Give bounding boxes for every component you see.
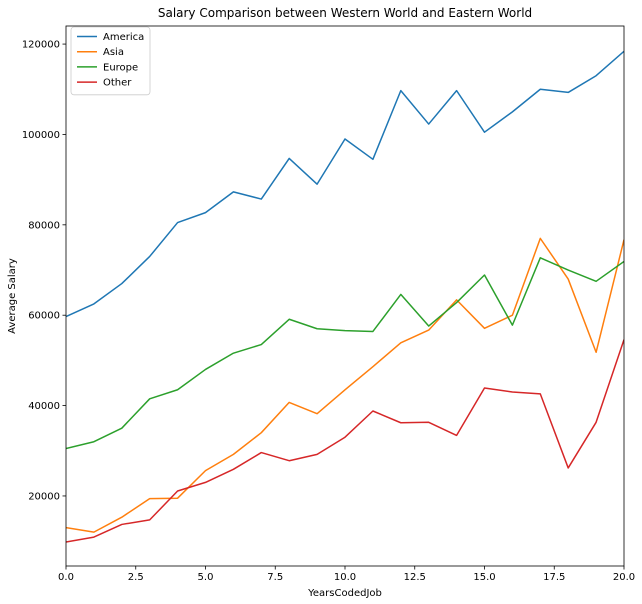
plot-area: 0.0 2.5 5.0 7.5 10.0 12.5 15.0 17.5 20.0 20000 400… [22, 25, 635, 583]
series-line-europe [66, 257, 624, 450]
x-tick-label: 0.0 [58, 572, 74, 583]
legend-label-america: America [103, 32, 144, 43]
x-axis-title: YearsCodedJob [307, 588, 382, 599]
legend-label-other: Other [103, 78, 132, 89]
y-axis-title: Average Salary [7, 258, 18, 334]
legend-box [70, 26, 151, 96]
y-tick-label: 20000 [28, 491, 60, 502]
plot-frame [65, 25, 625, 567]
legend: America Asia Europe Other [70, 26, 151, 96]
legend-label-europe: Europe [103, 62, 138, 73]
y-tick-label: 40000 [28, 401, 60, 412]
x-tick-label: 10.0 [334, 572, 356, 583]
legend-label-asia: Asia [103, 47, 124, 58]
y-tick-label: 120000 [22, 40, 60, 51]
x-tick-label: 2.5 [128, 572, 144, 583]
series-line-other [66, 339, 624, 543]
x-tick-label: 12.5 [404, 572, 426, 583]
chart-title: Salary Comparison between Western World … [158, 6, 532, 20]
x-tick-label: 15.0 [473, 572, 495, 583]
series-line-asia [66, 237, 624, 533]
y-tick-label: 80000 [28, 220, 60, 231]
x-tick-label: 17.5 [543, 572, 565, 583]
series-line-america [66, 50, 624, 318]
y-tick-label: 100000 [22, 130, 60, 141]
x-tick-label: 20.0 [613, 572, 635, 583]
x-tick-label: 7.5 [267, 572, 283, 583]
x-tick-label: 5.0 [198, 572, 214, 583]
y-tick-label: 60000 [28, 311, 60, 322]
